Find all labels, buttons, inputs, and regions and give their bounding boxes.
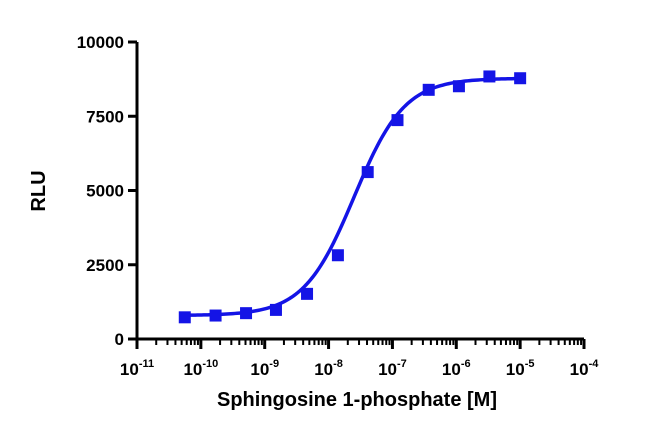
data-point — [483, 70, 496, 83]
tick-marks — [128, 40, 586, 349]
x-tick-label: 10-9 — [250, 358, 279, 379]
data-point — [391, 114, 404, 127]
x-tick-label: 10-10 — [183, 358, 218, 379]
axes — [135, 42, 584, 341]
y-tick-label: 0 — [115, 330, 124, 349]
x-tick-label: 10-6 — [442, 358, 471, 379]
data-point — [269, 303, 282, 316]
data-points-layer — [178, 70, 527, 324]
data-point — [422, 83, 435, 96]
data-point — [178, 311, 191, 324]
data-point — [361, 166, 374, 179]
data-point — [452, 80, 465, 93]
x-tick-label: 10-8 — [314, 358, 343, 379]
x-tick-label: 10-7 — [378, 358, 407, 379]
data-point — [209, 309, 222, 322]
data-point — [301, 287, 314, 300]
data-point — [331, 249, 344, 262]
x-axis-label: Sphingosine 1-phosphate [M] — [217, 389, 497, 411]
y-tick-label: 7500 — [86, 107, 124, 126]
y-tick-label: 2500 — [86, 256, 124, 275]
fit-curve-layer — [184, 76, 521, 317]
x-tick-label: 10-11 — [120, 358, 154, 379]
data-point — [514, 72, 527, 85]
y-tick-label: 5000 — [86, 182, 124, 201]
fit-curve — [184, 76, 521, 317]
y-axis-label: RLU — [28, 170, 50, 211]
x-tick-label: 10-4 — [570, 358, 600, 379]
y-tick-label: 10000 — [77, 33, 124, 52]
tick-labels: 0 2500 5000 7500 10000 10-11 10-10 10-9 10-8 10-7… — [77, 33, 600, 379]
data-point — [240, 307, 253, 320]
x-tick-label: 10-5 — [506, 358, 535, 379]
